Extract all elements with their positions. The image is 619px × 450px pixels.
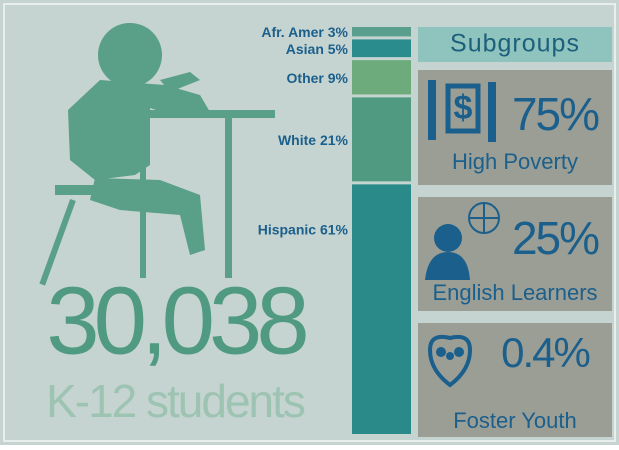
segment-value: 61%	[320, 221, 349, 237]
student-count: 30,038	[46, 267, 306, 374]
infographic: 30,038 K-12 students Afr. Amer 3%Asian 5…	[0, 0, 619, 445]
subgroup-label: High Poverty	[452, 149, 578, 174]
segment-label: White 21%	[278, 132, 349, 148]
subgroup-value: 25%	[512, 212, 599, 264]
segment-name: Other	[287, 69, 325, 85]
svg-text:$: $	[454, 89, 473, 127]
subgroup-label: Foster Youth	[453, 408, 577, 433]
segment-value: 5%	[328, 40, 349, 56]
segment-label: Afr. Amer 3%	[261, 24, 348, 40]
bar-segment	[352, 60, 411, 94]
segment-label: Asian 5%	[286, 40, 349, 56]
bar-segment	[352, 27, 411, 36]
subgroups-title: Subgroups	[450, 30, 580, 58]
segment-value: 3%	[328, 24, 349, 40]
bar-segment	[352, 184, 411, 434]
segment-name: Afr. Amer	[261, 24, 324, 40]
segment-label: Hispanic 61%	[258, 221, 349, 237]
segment-label: Other 9%	[287, 69, 349, 85]
segment-value: 21%	[320, 132, 349, 148]
subgroup-value: 0.4%	[501, 329, 589, 376]
bar-segment	[352, 39, 411, 57]
segment-name: White	[278, 132, 316, 148]
subgroup-value: 75%	[512, 88, 599, 140]
segment-name: Asian	[286, 40, 324, 56]
subgroup-label: English Learners	[432, 280, 597, 305]
segment-value: 9%	[328, 69, 349, 85]
student-caption: K-12 students	[46, 375, 305, 427]
segment-name: Hispanic	[258, 221, 317, 237]
bar-segment	[352, 97, 411, 181]
